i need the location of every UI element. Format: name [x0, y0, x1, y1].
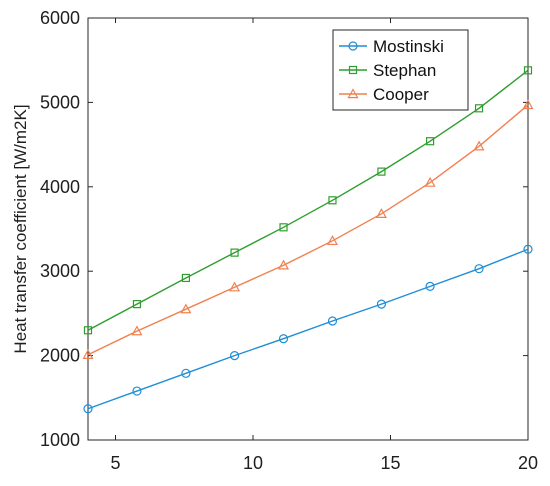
y-tick-label: 3000 [40, 261, 80, 281]
data-point [83, 404, 93, 414]
data-point [83, 326, 93, 335]
data-point [523, 66, 533, 75]
data-point [82, 349, 94, 359]
data-point [181, 368, 191, 378]
legend-marker [348, 65, 358, 75]
legend-marker [348, 41, 358, 51]
data-point [278, 334, 289, 344]
x-tick-label: 20 [518, 453, 538, 473]
legend-label: Cooper [373, 85, 429, 104]
legend-marker [347, 88, 359, 99]
data-point [230, 248, 239, 257]
series-mostinski [83, 244, 533, 414]
data-point [376, 299, 387, 309]
data-point [181, 273, 190, 283]
plot-area-frame [87, 17, 529, 441]
data-point [279, 223, 288, 232]
series-line-stephan [87, 69, 529, 331]
series-line-mostinski [87, 248, 529, 410]
data-point [474, 264, 484, 274]
data-point [132, 386, 142, 396]
legend-label: Stephan [373, 61, 436, 80]
y-tick-label: 5000 [40, 92, 80, 112]
data-point [328, 196, 337, 205]
data-point [474, 104, 484, 113]
data-point [473, 140, 485, 151]
data-point [229, 281, 241, 292]
data-point [131, 325, 143, 336]
y-tick-label: 1000 [40, 430, 80, 450]
y-tick-label: 4000 [40, 177, 80, 197]
series-cooper [82, 99, 534, 359]
axes: 5 10 15 20 1000 2000 3000 4000 5000 6000 [40, 8, 538, 473]
x-tick-label: 5 [110, 453, 120, 473]
series-line-cooper [87, 104, 529, 356]
series-stephan [83, 66, 533, 335]
data-point [377, 167, 386, 176]
data-point [278, 259, 290, 270]
x-tick-label: 15 [380, 453, 400, 473]
data-point [426, 137, 435, 146]
legend-entry: Cooper [339, 85, 429, 104]
data-point [523, 244, 533, 254]
data-point [326, 235, 338, 246]
data-point [132, 300, 142, 309]
data-point [327, 316, 338, 326]
y-axis-label: Heat transfer coefficient [W/m2K] [11, 104, 30, 353]
legend-entry: Mostinski [339, 37, 444, 56]
plot-series [82, 66, 534, 414]
data-point [229, 351, 240, 361]
data-point [425, 281, 435, 291]
data-point [424, 176, 436, 187]
x-tick-label: 10 [243, 453, 263, 473]
y-tick-label: 6000 [40, 8, 80, 28]
legend-entry: Stephan [339, 61, 436, 80]
data-point [522, 99, 534, 110]
y-tick-label: 2000 [40, 346, 80, 366]
legend-label: Mostinski [373, 37, 444, 56]
data-point [375, 208, 387, 219]
legend: Mostinski Stephan Cooper [332, 29, 469, 111]
data-point [180, 303, 192, 314]
